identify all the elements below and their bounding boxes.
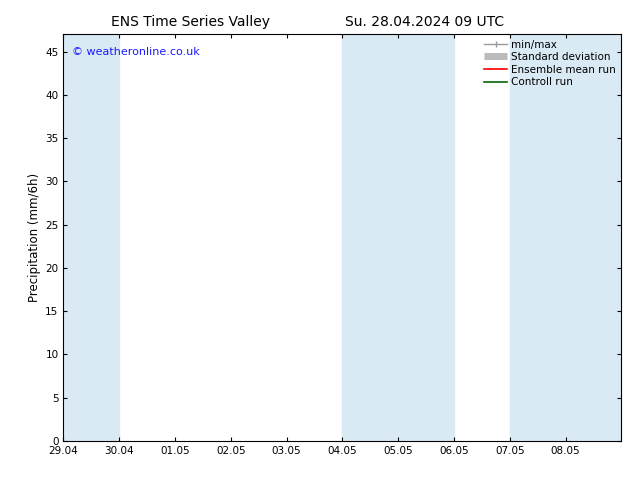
Text: © weatheronline.co.uk: © weatheronline.co.uk	[72, 47, 200, 56]
Y-axis label: Precipitation (mm/6h): Precipitation (mm/6h)	[28, 173, 41, 302]
Legend: min/max, Standard deviation, Ensemble mean run, Controll run: min/max, Standard deviation, Ensemble me…	[482, 37, 618, 89]
Text: ENS Time Series Valley: ENS Time Series Valley	[111, 15, 269, 29]
Bar	[342, 34, 454, 441]
Text: Su. 28.04.2024 09 UTC: Su. 28.04.2024 09 UTC	[346, 15, 504, 29]
Bar	[510, 34, 621, 441]
Bar	[63, 34, 119, 441]
